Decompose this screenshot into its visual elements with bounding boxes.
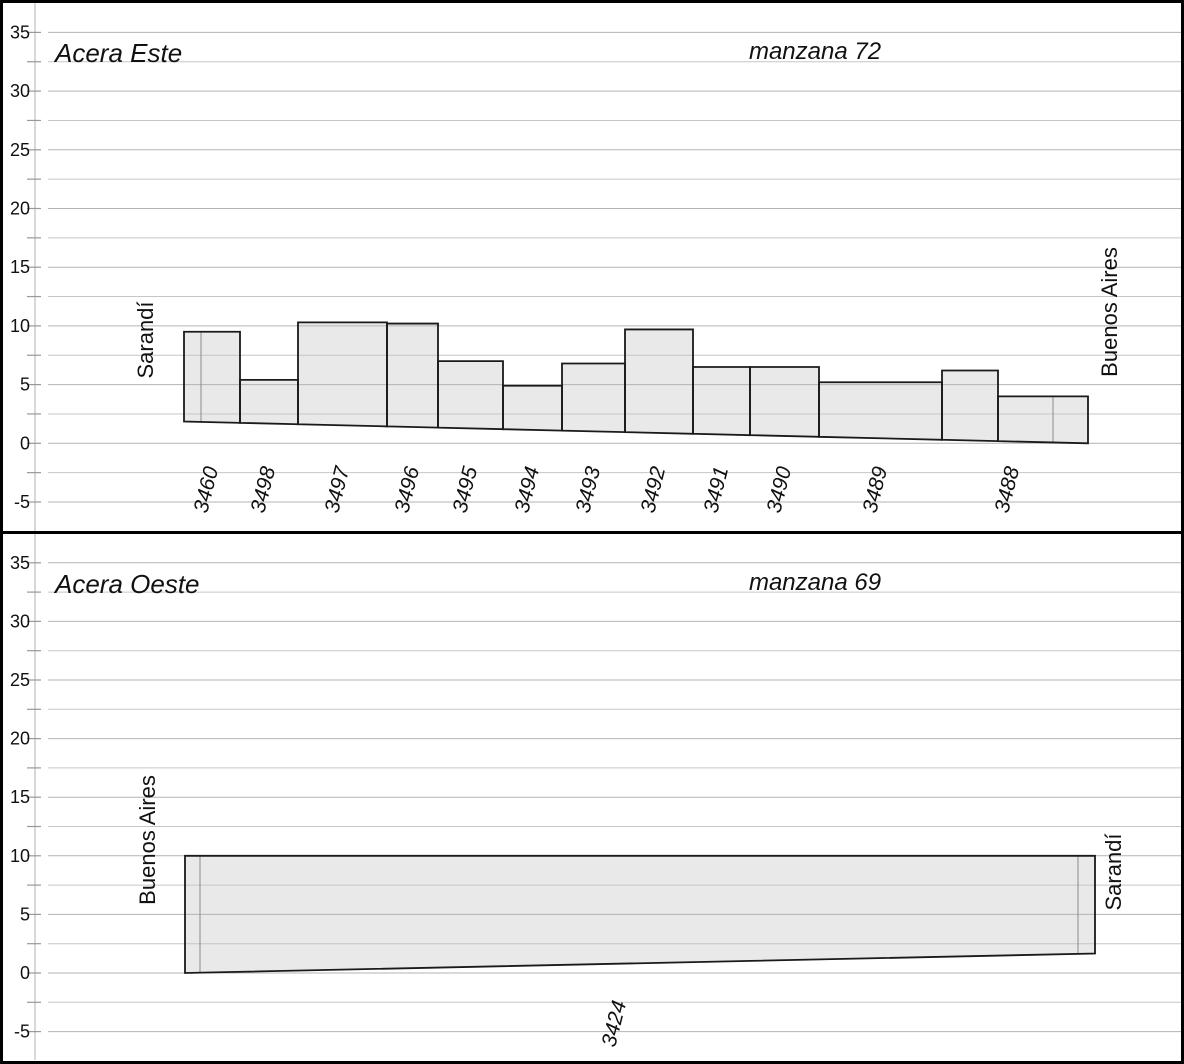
- y-axis-label: 15: [10, 787, 30, 807]
- parcel-number-label: 3494: [511, 464, 545, 515]
- street-name-right: Buenos Aires: [1097, 247, 1122, 377]
- parcel-number-label: 3490: [763, 464, 797, 515]
- y-axis-label: -5: [14, 1022, 30, 1042]
- parcel-number-label: 3488: [991, 464, 1025, 515]
- parcel-number-label: 3489: [859, 464, 893, 515]
- panel-0-building-fill-10: [819, 382, 942, 440]
- street-name-right: Sarandí: [1101, 833, 1126, 910]
- y-axis-label: 30: [10, 611, 30, 631]
- y-axis-label: 25: [10, 670, 30, 690]
- y-axis-label: 0: [20, 963, 30, 983]
- parcel-number-label: 3424: [598, 998, 632, 1049]
- panel-0-building-fill-3: [387, 323, 438, 428]
- parcel-number-label: 3493: [572, 464, 606, 515]
- panel-0-building-fill-5: [503, 385, 562, 431]
- panel-0-building-fill-2: [298, 322, 387, 427]
- parcel-number-label: 3492: [637, 464, 671, 515]
- street-name-left: Sarandí: [133, 301, 158, 378]
- panel-0-building-fill-6: [562, 363, 625, 433]
- panel-title: Acera Este: [53, 38, 182, 68]
- y-axis-label: 35: [10, 553, 30, 573]
- parcel-number-label: 3496: [391, 464, 425, 515]
- y-axis-label: 35: [10, 22, 30, 42]
- panel-0-building-fill-7: [625, 329, 693, 434]
- y-axis-label: 20: [10, 729, 30, 749]
- street-name-left: Buenos Aires: [135, 775, 160, 905]
- panel-0-building-fill-9: [750, 366, 819, 437]
- panel-title: Acera Oeste: [53, 569, 200, 599]
- y-axis-label: 0: [20, 433, 30, 453]
- parcel-number-label: 3497: [321, 463, 355, 515]
- y-axis-label: 5: [20, 904, 30, 924]
- y-axis-label: 20: [10, 199, 30, 219]
- panel-0-building-fill-12: [998, 396, 1088, 444]
- panel-0-building-fill-8: [693, 366, 750, 436]
- panel-0-building-fill-11: [942, 370, 998, 442]
- panel-1-building-outline-0: [184, 854, 1096, 974]
- panel-0-building-fill-1: [240, 379, 298, 425]
- y-axis-label: 25: [10, 140, 30, 160]
- panel-0-building-fill-0: [184, 331, 240, 423]
- y-axis-label: 15: [10, 257, 30, 277]
- y-axis-label: 30: [10, 81, 30, 101]
- y-axis-label: 10: [10, 316, 30, 336]
- block-label: manzana 72: [749, 38, 881, 65]
- y-axis-label: 5: [20, 375, 30, 395]
- parcel-number-label: 3460: [190, 464, 224, 515]
- panel-0-building-outline-12: [997, 395, 1089, 445]
- block-label: manzana 69: [749, 569, 881, 596]
- parcel-number-label: 3495: [449, 464, 483, 515]
- parcel-number-label: 3491: [700, 464, 734, 515]
- parcel-number-label: 3498: [247, 464, 281, 515]
- y-axis-label: -5: [14, 492, 30, 512]
- y-axis-label: 10: [10, 846, 30, 866]
- panel-0-building-fill-4: [438, 361, 503, 430]
